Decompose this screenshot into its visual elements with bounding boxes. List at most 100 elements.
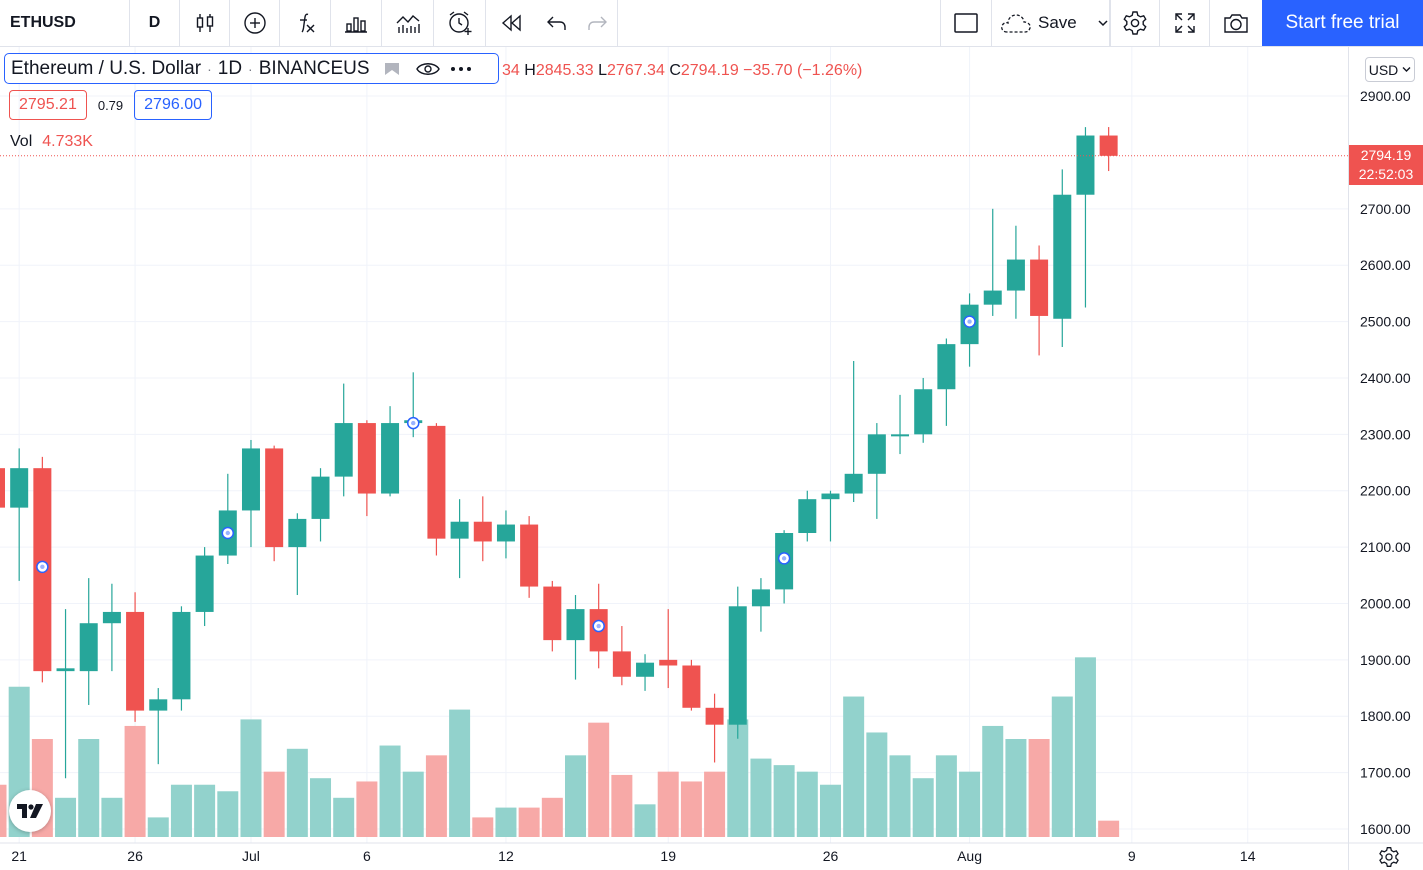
chevron-down-icon <box>1098 20 1108 27</box>
volume-bar <box>1098 820 1120 837</box>
volume-bar <box>495 807 517 837</box>
volume-bar <box>101 797 123 837</box>
tradingview-logo[interactable] <box>9 790 51 832</box>
price-tick-label: 1900.00 <box>1360 652 1411 668</box>
volume-bar <box>680 781 702 837</box>
low-key: L <box>598 62 608 79</box>
fullscreen-button[interactable] <box>1160 0 1210 46</box>
indicator-templates-button[interactable] <box>382 0 434 46</box>
currency-selector[interactable]: USD <box>1365 57 1415 82</box>
settings-gear-icon <box>1123 11 1147 35</box>
more-dots-icon[interactable] <box>450 66 472 72</box>
interval-button[interactable]: D <box>130 0 180 46</box>
snapshot-button[interactable] <box>1210 0 1262 46</box>
price-tick-label: 2000.00 <box>1360 595 1411 611</box>
candle-body <box>705 707 724 725</box>
chart-style-button[interactable] <box>180 0 230 46</box>
volume-bar <box>78 739 100 837</box>
volume-bar <box>866 732 888 837</box>
candle-body <box>149 699 168 711</box>
candle-body <box>126 611 145 711</box>
bar-replay-button[interactable] <box>486 0 538 46</box>
select-layout-button[interactable] <box>940 0 992 46</box>
volume-bar <box>55 797 77 837</box>
time-tick-label: Aug <box>957 848 982 864</box>
candle-body <box>450 521 469 539</box>
volume-bar <box>194 784 216 837</box>
candle-body <box>10 468 29 508</box>
change-value: −35.70 (−1.26%) <box>743 62 863 79</box>
create-alert-button[interactable] <box>434 0 486 46</box>
volume-bar <box>588 722 610 837</box>
compare-symbol-button[interactable] <box>230 0 280 46</box>
sell-button[interactable]: 2795.21 <box>9 90 87 120</box>
symbol-search-button[interactable]: ETHUSD <box>0 0 130 46</box>
price-tick-label: 2100.00 <box>1360 539 1411 555</box>
volume-bar <box>935 755 957 837</box>
price-chart[interactable]: 1600.00 1700.00 1800.00 1900.00 2000.00 2100.… <box>0 47 1423 870</box>
volume-bar <box>170 784 192 837</box>
price-tick-label: 1600.00 <box>1360 821 1411 837</box>
volume-label: Vol <box>10 133 33 150</box>
volume-bar <box>773 765 795 837</box>
settings-button[interactable] <box>1110 0 1160 46</box>
volume-bar <box>356 781 378 837</box>
time-tick-label: 21 <box>11 848 27 864</box>
volume-bar <box>1051 696 1073 837</box>
candle-body <box>751 589 770 607</box>
high-value: 2845.33 <box>535 62 594 79</box>
volume-bar <box>565 755 586 837</box>
fx-indicator-icon <box>300 13 315 33</box>
scale-settings-icon[interactable] <box>1378 846 1400 868</box>
event-marker-dot <box>781 556 787 561</box>
candle-body <box>612 651 631 677</box>
start-free-trial-button[interactable]: Start free trial <box>1262 0 1423 46</box>
time-tick-label: 26 <box>823 848 839 864</box>
bid-ask-row: 2795.21 0.79 2796.00 <box>9 90 212 120</box>
price-tick-label: 2300.00 <box>1360 426 1411 442</box>
high-key: H <box>524 62 536 79</box>
volume-bar <box>518 807 540 837</box>
save-button[interactable]: Save <box>992 0 1110 46</box>
eye-icon[interactable] <box>415 61 440 77</box>
time-tick-label: 26 <box>127 848 143 864</box>
indicators-fx-button[interactable] <box>280 0 331 46</box>
buy-button[interactable]: 2796.00 <box>134 90 212 120</box>
price-tick-label: 2700.00 <box>1360 201 1411 217</box>
candle-body <box>520 524 539 587</box>
volume-bar <box>0 784 7 837</box>
candle-body <box>1030 259 1049 316</box>
volume-bar <box>217 791 239 837</box>
volume-bar <box>982 725 1004 837</box>
candle-body <box>381 423 400 494</box>
volume-bar <box>240 719 262 837</box>
currency-label: USD <box>1368 61 1399 78</box>
redo-button[interactable] <box>576 0 618 46</box>
price-tick-label: 1800.00 <box>1360 708 1411 724</box>
volume-bar <box>286 748 308 837</box>
volume-bar <box>541 797 563 837</box>
candle-body <box>0 468 5 508</box>
close-key: C <box>669 62 681 79</box>
candle-body <box>636 662 655 677</box>
volume-bar <box>263 771 285 837</box>
layout-button[interactable] <box>331 0 382 46</box>
volume-legend[interactable]: Vol 4.733K <box>10 133 93 151</box>
event-marker-dot <box>411 420 416 426</box>
candle-body <box>172 611 191 700</box>
candle-body <box>543 586 562 641</box>
flag-icon[interactable] <box>384 61 400 77</box>
candle-body <box>891 434 910 437</box>
volume-bar <box>912 778 934 837</box>
time-tick-label: 6 <box>363 848 371 864</box>
candle-body <box>288 518 307 548</box>
undo-button[interactable] <box>538 0 576 46</box>
cloud-save-icon <box>1001 14 1031 33</box>
candle-body <box>728 606 747 725</box>
bar-layout-icon <box>345 17 367 33</box>
candle-body <box>937 344 956 390</box>
last-price-label: 2794.19 22:52:03 <box>1349 145 1423 185</box>
volume-bar <box>634 804 656 837</box>
series-legend[interactable]: Ethereum / U.S. Dollar · 1D · BINANCEUS <box>4 53 499 84</box>
undo-icon <box>547 16 566 30</box>
